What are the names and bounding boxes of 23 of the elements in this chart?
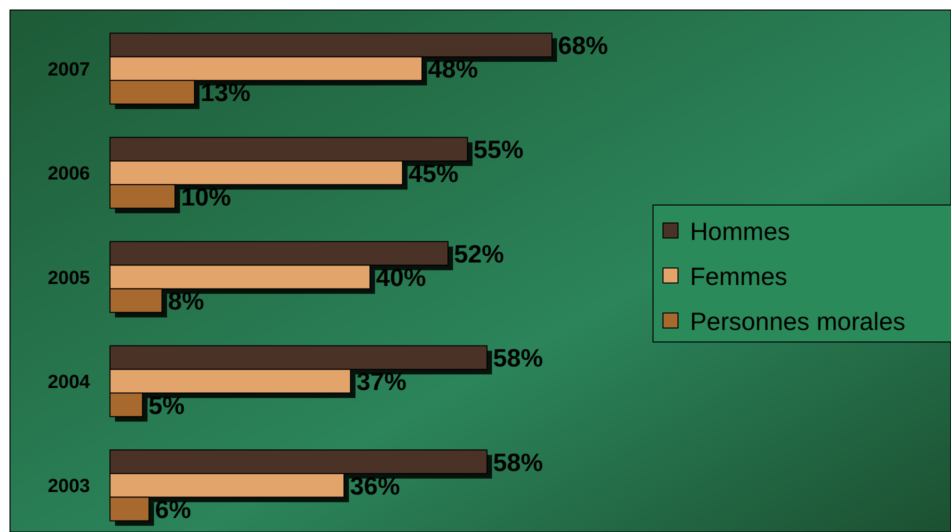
y-tick-label: 2007 (48, 59, 90, 80)
data-label: 55% (474, 136, 524, 164)
data-label: 48% (428, 56, 478, 84)
data-label: 58% (493, 448, 544, 477)
y-tick-label: 2003 (48, 476, 90, 498)
legend-label: Hommes (690, 218, 790, 246)
data-label: 13% (200, 79, 251, 108)
data-label: 5% (148, 392, 185, 420)
legend-label: Femmes (690, 263, 788, 291)
data-label: 68% (558, 32, 608, 60)
data-label: 10% (181, 183, 232, 212)
legend-label: Personnes morales (690, 308, 906, 336)
y-tick-label: 2005 (48, 268, 90, 289)
data-label: 36% (350, 472, 400, 500)
y-tick-label: 2004 (48, 372, 90, 394)
data-label: 40% (376, 264, 426, 292)
data-label: 45% (408, 160, 459, 188)
data-label: 6% (155, 496, 192, 524)
data-label: 52% (454, 240, 504, 268)
data-label: 37% (356, 368, 407, 396)
data-label: 8% (168, 288, 204, 316)
y-tick-label: 2006 (48, 164, 90, 185)
data-label: 58% (493, 344, 544, 373)
